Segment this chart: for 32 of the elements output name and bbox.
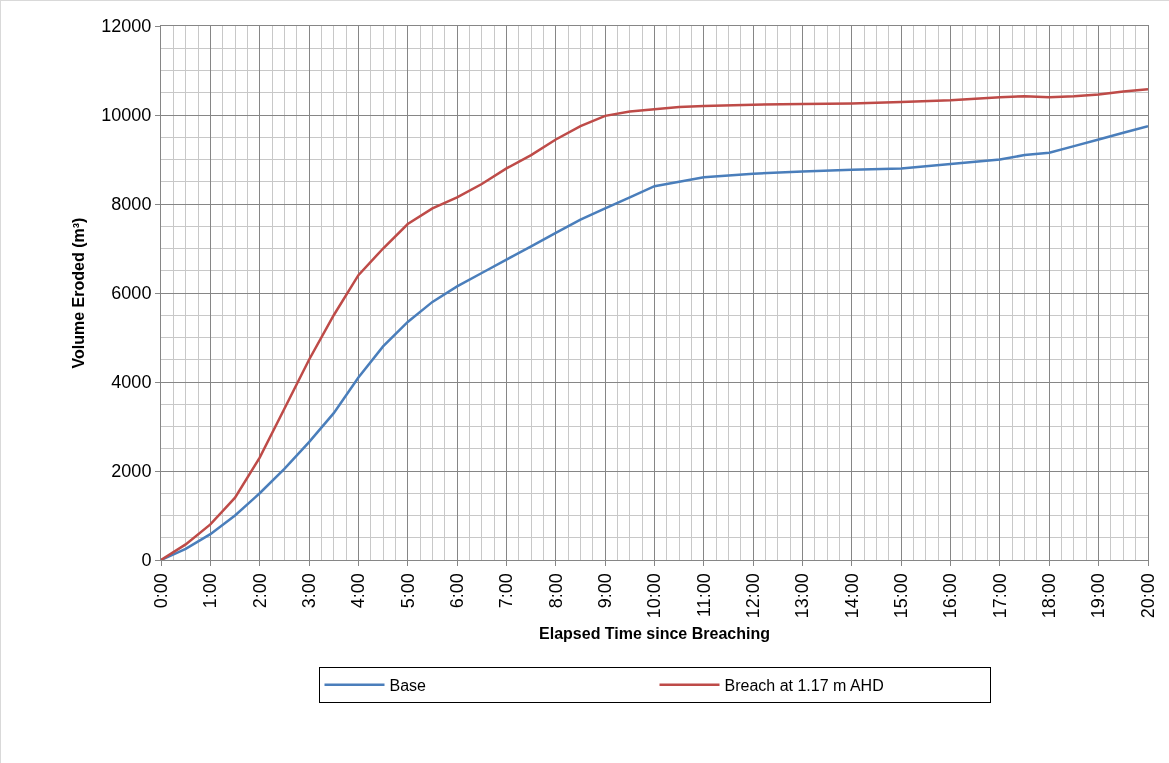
x-tick-label: 17:00 <box>989 573 1010 619</box>
x-tick-label: 20:00 <box>1137 573 1158 619</box>
y-axis-title: Volume Eroded (m³) <box>70 217 88 369</box>
legend-label: Base <box>389 676 427 694</box>
x-tick-label: 5:00 <box>397 573 418 609</box>
x-tick-label: 1:00 <box>200 573 221 609</box>
x-axis-title: Elapsed Time since Breaching <box>539 624 770 642</box>
x-tick-label: 18:00 <box>1039 573 1060 619</box>
x-tick-label: 14:00 <box>841 573 862 619</box>
x-tick-label: 10:00 <box>644 573 665 619</box>
x-tick-label: 12:00 <box>743 573 764 619</box>
x-tick-label: 8:00 <box>545 573 566 609</box>
x-tick-label: 4:00 <box>348 573 369 609</box>
legend-label: Breach at 1.17 m AHD <box>724 676 884 694</box>
x-tick-label: 19:00 <box>1088 573 1109 619</box>
y-tick-label: 6000 <box>111 283 152 304</box>
y-tick-label: 8000 <box>111 194 152 215</box>
y-tick-label: 4000 <box>111 372 152 393</box>
y-tick-label: 2000 <box>111 461 152 482</box>
x-tick-label: 7:00 <box>496 573 517 609</box>
y-tick-label: 10000 <box>101 105 152 126</box>
x-tick-label: 9:00 <box>595 573 615 609</box>
x-tick-label: 2:00 <box>249 573 270 609</box>
x-tick-label: 16:00 <box>940 573 961 619</box>
x-tick-label: 15:00 <box>891 573 912 619</box>
x-tick-label: 11:00 <box>693 573 714 617</box>
x-tick-label: 0:00 <box>150 573 171 609</box>
x-tick-label: 13:00 <box>792 573 813 619</box>
y-tick-label: 0 <box>141 550 152 571</box>
x-tick-label: 6:00 <box>446 573 467 609</box>
y-tick-label: 12000 <box>101 16 152 37</box>
x-tick-label: 3:00 <box>298 573 319 609</box>
